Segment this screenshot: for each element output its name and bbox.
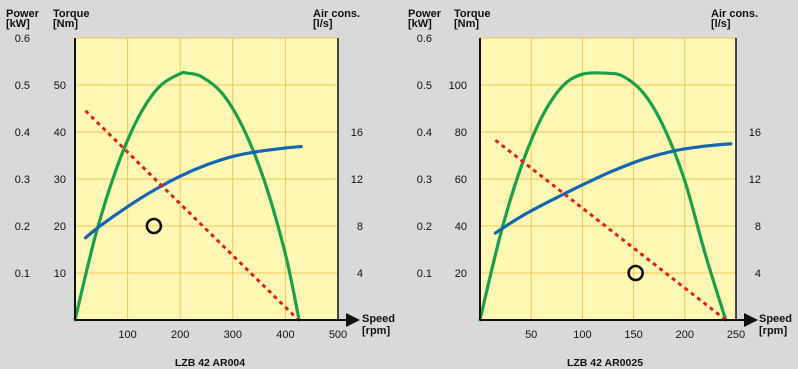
- series-group: [478, 71, 733, 322]
- power-tick-label: 0.3: [15, 174, 30, 186]
- series-group: [73, 70, 303, 322]
- markers-group: [627, 264, 644, 282]
- air-tick-label: 4: [357, 268, 363, 280]
- series-torque-line: [83, 145, 303, 240]
- air-tick-label: 4: [755, 268, 761, 280]
- speed-axis-unit: [rpm]: [362, 325, 390, 337]
- x-tick-label: 100: [118, 329, 136, 341]
- torque-tick-label: 60: [455, 174, 467, 186]
- series-power-line: [73, 70, 301, 322]
- chart-2: 50 100 150 200 250 0.1 0.2 0.3 0.4 0.5 0.6 20 40 60 80…: [408, 8, 792, 369]
- power-tick-label: 0.1: [15, 268, 30, 280]
- power-tick-label: 0.5: [417, 80, 432, 92]
- torque-tick-label: 30: [54, 174, 66, 186]
- air-tick-label: 8: [357, 221, 363, 233]
- tick-labels: 100 200 300 400 500 0.1 0.2 0.3 0.4 0.5 0.6 10 20 30 4…: [15, 33, 363, 341]
- gridlines: [480, 37, 736, 320]
- torque-axis-unit: [Nm]: [53, 18, 78, 30]
- torque-tick-label: 80: [455, 127, 467, 139]
- power-axis-title: Power: [6, 8, 40, 20]
- power-tick-label: 0.5: [15, 80, 30, 92]
- operating-point-marker: [627, 264, 644, 282]
- air-tick-label: 12: [351, 174, 363, 186]
- speed-arrow: [744, 313, 758, 327]
- chart-title: LZB 42 AR004: [175, 357, 245, 369]
- torque-tick-label: 50: [54, 80, 66, 92]
- x-tick-label: 200: [171, 329, 189, 341]
- power-tick-label: 0.6: [417, 33, 432, 45]
- torque-tick-label: 20: [54, 221, 66, 233]
- power-tick-label: 0.6: [15, 33, 30, 45]
- series-torque-line: [493, 142, 733, 235]
- torque-axis-unit: [Nm]: [454, 18, 479, 30]
- speed-axis-title: Speed: [362, 313, 395, 325]
- torque-tick-label: 40: [455, 221, 467, 233]
- x-tick-label: 500: [329, 329, 347, 341]
- x-tick-label: 150: [624, 329, 642, 341]
- air-tick-label: 16: [351, 127, 363, 139]
- torque-axis-title: Torque: [454, 8, 490, 20]
- power-axis-unit: [kW]: [6, 18, 30, 30]
- axes: [74, 38, 360, 327]
- series-air-cons-line: [494, 139, 727, 322]
- chart-1: 100 200 300 400 500 0.1 0.2 0.3 0.4 0.5 0.6 10 20 30 4…: [6, 8, 395, 369]
- x-tick-label: 400: [276, 329, 294, 341]
- x-tick-label: 100: [573, 329, 591, 341]
- speed-axis-title: Speed: [759, 313, 792, 325]
- air-tick-label: 8: [755, 221, 761, 233]
- air-axis-title: Air cons.: [313, 8, 360, 20]
- torque-tick-label: 100: [449, 80, 467, 92]
- tick-labels: 50 100 150 200 250 0.1 0.2 0.3 0.4 0.5 0.6 20 40 60 80…: [417, 33, 761, 341]
- torque-axis-title: Torque: [53, 8, 89, 20]
- x-tick-label: 50: [525, 329, 537, 341]
- x-tick-label: 200: [676, 329, 694, 341]
- power-tick-label: 0.4: [15, 127, 30, 139]
- air-axis-unit: [l/s]: [711, 18, 731, 30]
- torque-tick-label: 20: [455, 268, 467, 280]
- operating-point-marker: [145, 217, 163, 235]
- air-axis-title: Air cons.: [711, 8, 758, 20]
- series-air-cons-line: [84, 109, 300, 322]
- markers-group: [145, 217, 163, 235]
- x-tick-label: 250: [727, 329, 745, 341]
- x-tick-label: 300: [224, 329, 242, 341]
- power-tick-label: 0.2: [417, 221, 432, 233]
- air-tick-label: 12: [749, 174, 761, 186]
- power-axis-unit: [kW]: [408, 18, 432, 30]
- air-tick-label: 16: [749, 127, 761, 139]
- air-axis-unit: [l/s]: [313, 18, 333, 30]
- series-power-line: [478, 71, 728, 322]
- chart-title: LZB 42 AR0025: [567, 357, 643, 369]
- power-tick-label: 0.4: [417, 127, 432, 139]
- power-axis-title: Power: [408, 8, 442, 20]
- power-tick-label: 0.3: [417, 174, 432, 186]
- speed-axis-unit: [rpm]: [759, 325, 787, 337]
- speed-arrow: [346, 313, 360, 327]
- power-tick-label: 0.1: [417, 268, 432, 280]
- gridlines: [75, 37, 338, 320]
- torque-tick-label: 10: [54, 268, 66, 280]
- torque-tick-label: 40: [54, 127, 66, 139]
- power-tick-label: 0.2: [15, 221, 30, 233]
- axes: [479, 38, 758, 327]
